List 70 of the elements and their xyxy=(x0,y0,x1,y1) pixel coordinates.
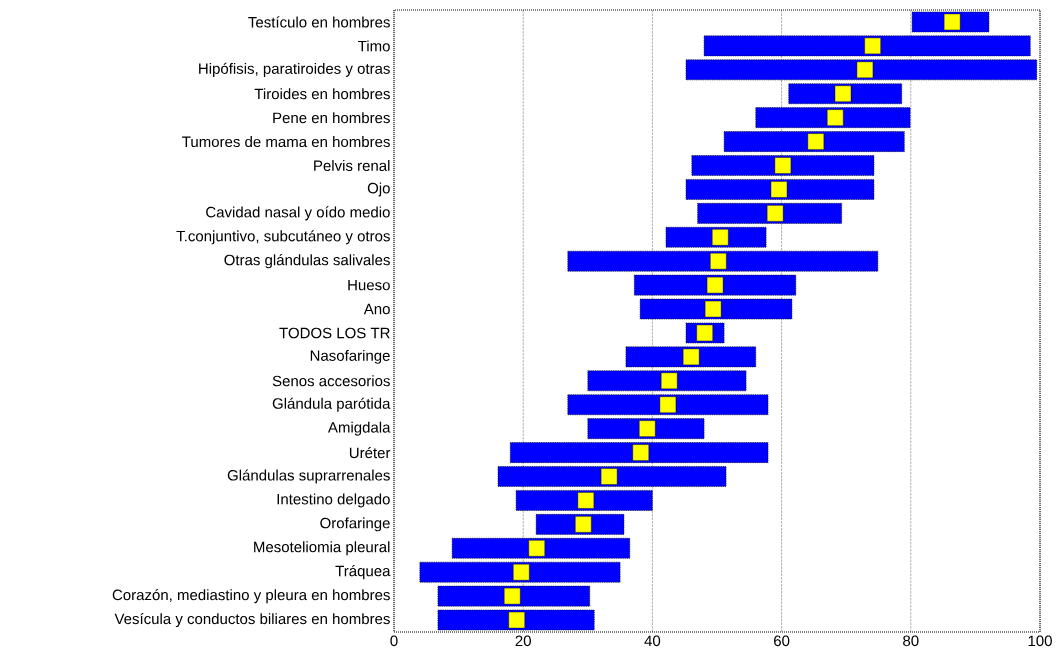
point xyxy=(696,324,713,342)
x-tick-label: 20 xyxy=(515,635,531,647)
y-tick-label: Glándula parótida xyxy=(272,397,391,412)
point xyxy=(864,37,881,55)
point xyxy=(834,85,852,102)
point xyxy=(659,396,677,413)
point xyxy=(577,492,595,509)
point xyxy=(632,444,649,461)
y-tick-label: Tráquea xyxy=(335,565,391,580)
bar xyxy=(633,274,797,296)
y-tick-label: Hueso xyxy=(348,279,390,291)
y-tick-label: Tumores de mama en hombres xyxy=(182,136,390,148)
y-tick-label: Amigdala xyxy=(327,421,391,436)
y-tick-label: Glándulas suprarrenales xyxy=(227,469,390,484)
bar xyxy=(509,442,769,464)
x-tick-label: 80 xyxy=(903,635,919,647)
y-tick-label: Testículo en hombres xyxy=(248,16,390,28)
point xyxy=(856,61,874,79)
x-tick-label: 60 xyxy=(774,635,790,647)
bar xyxy=(723,131,905,153)
y-tick-label: TODOS LOS TR xyxy=(279,327,390,339)
point xyxy=(661,372,678,390)
point xyxy=(508,611,525,629)
y-tick-label: Tiroides en hombres xyxy=(254,88,390,100)
bar xyxy=(685,178,875,200)
bar xyxy=(685,59,1038,81)
point xyxy=(575,516,592,533)
y-tick-label: Ojo xyxy=(367,182,390,197)
point xyxy=(807,133,825,150)
y-tick-label: Timo xyxy=(358,40,390,52)
point xyxy=(706,276,724,294)
point xyxy=(712,229,729,246)
x-tick-label: 40 xyxy=(644,635,661,647)
point xyxy=(600,468,618,485)
bar xyxy=(567,394,769,416)
bar xyxy=(451,537,631,559)
y-tick-label: Otras glándulas salivales xyxy=(224,254,390,269)
y-tick-label: Uréter xyxy=(349,446,391,459)
point xyxy=(770,181,788,198)
point xyxy=(710,253,727,270)
point xyxy=(639,420,656,437)
point xyxy=(766,205,784,222)
point xyxy=(943,13,961,31)
x-tick-label: 100 xyxy=(1028,635,1052,647)
y-tick-label: Pelvis renal xyxy=(314,160,390,172)
y-tick-label: Ano xyxy=(363,303,390,315)
point xyxy=(504,587,521,605)
y-tick-label: Pene en hombres xyxy=(273,112,390,124)
y-tick-label: Orofaringe xyxy=(320,517,390,532)
y-tick-label: Nasofaringe xyxy=(310,349,390,364)
bar xyxy=(497,466,727,487)
y-tick-label: Intestino delgado xyxy=(277,493,390,508)
bar xyxy=(567,250,879,272)
point xyxy=(827,109,844,126)
point xyxy=(774,157,792,174)
bar xyxy=(703,35,1031,57)
bar xyxy=(691,155,875,176)
x-tick-label: 0 xyxy=(390,635,398,647)
y-tick-label: Hipófisis, paratiroides y otras xyxy=(199,62,390,77)
y-tick-label: Senos accesorios xyxy=(272,375,390,387)
point xyxy=(682,348,700,366)
y-tick-label: Vesícula y conductos biliares en hombres xyxy=(114,612,390,628)
y-tick-label: Cavidad nasal y oído medio xyxy=(206,206,390,221)
point xyxy=(528,540,545,557)
point xyxy=(704,300,722,318)
y-tick-label: Mesoteliomia pleural xyxy=(254,541,390,556)
bar xyxy=(419,561,621,583)
y-tick-label: Corazón, mediastino y pleura en hombres xyxy=(112,589,390,604)
point xyxy=(513,564,530,581)
y-tick-label: T.conjuntivo, subcutáneo y otros xyxy=(176,230,390,245)
